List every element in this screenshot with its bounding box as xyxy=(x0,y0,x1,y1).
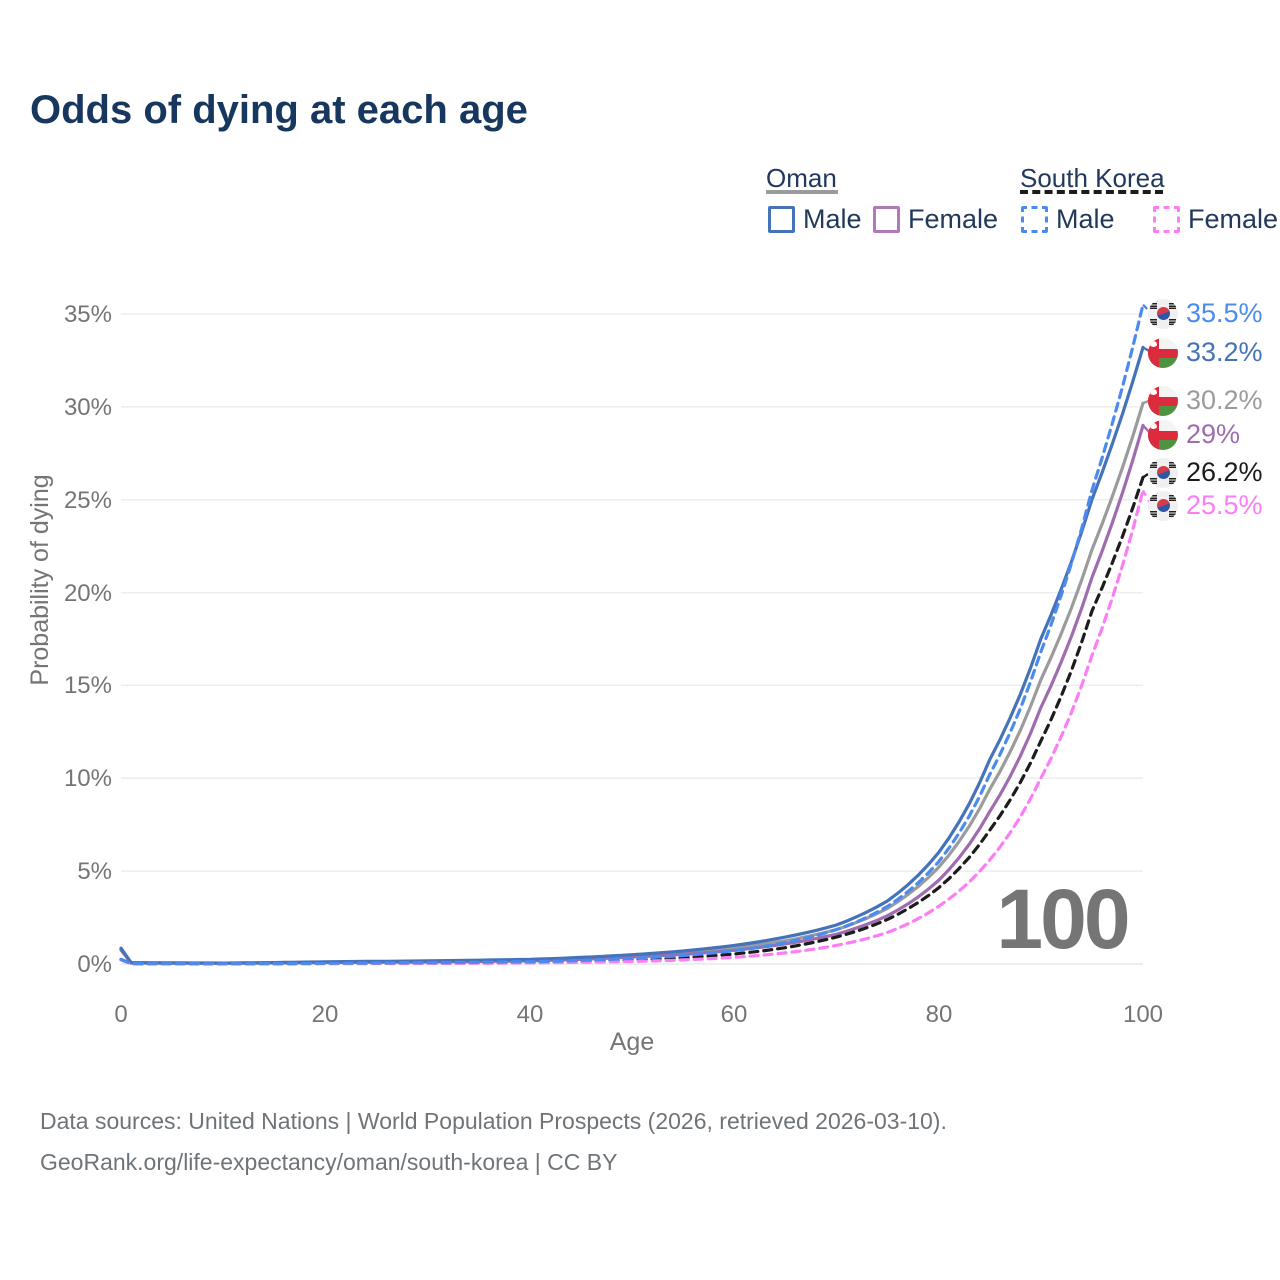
y-tick-label: 30% xyxy=(64,394,112,421)
x-axis: 0 20 40 60 80 100 Age xyxy=(114,1001,1163,1056)
end-label-south-korea-total: 26.2% xyxy=(1148,457,1263,488)
legend-group-oman-line xyxy=(766,190,838,194)
x-axis-title: Age xyxy=(610,1028,654,1056)
end-value: 33.2% xyxy=(1186,337,1263,367)
end-label-south-korea-female: 25.5% xyxy=(1148,490,1263,521)
end-label-south-korea-male: 35.5% xyxy=(1148,298,1263,329)
legend-label-oman-female[interactable]: Female xyxy=(908,204,999,234)
oman-flag-icon xyxy=(1148,419,1178,450)
oman-flag-icon xyxy=(1148,337,1178,368)
y-tick-label: 10% xyxy=(64,765,112,792)
curve-south-korea-total xyxy=(119,475,1145,966)
x-tick-label: 60 xyxy=(721,1001,748,1028)
south-korea-flag-icon xyxy=(1148,298,1178,329)
end-value: 26.2% xyxy=(1186,457,1263,487)
legend-label-oman-male[interactable]: Male xyxy=(803,204,862,234)
legend-swatch-oman-female[interactable] xyxy=(873,206,900,233)
x-tick-label: 40 xyxy=(517,1001,544,1028)
oman-flag-icon xyxy=(1148,385,1178,416)
south-korea-flag-icon xyxy=(1148,457,1178,488)
y-tick-label: 0% xyxy=(77,951,112,978)
y-tick-label: 20% xyxy=(64,580,112,607)
south-korea-flag-icon xyxy=(1148,490,1178,521)
y-axis: 0% 5% 10% 15% 20% 25% 30% 35% Probabilit… xyxy=(26,301,112,978)
end-value: 25.5% xyxy=(1186,490,1263,520)
y-tick-label: 25% xyxy=(64,487,112,514)
x-tick-label: 80 xyxy=(926,1001,953,1028)
curve-oman-total xyxy=(119,401,1145,965)
legend-group-oman: Oman xyxy=(766,163,837,193)
legend-label-south-korea-male[interactable]: Male xyxy=(1056,204,1115,234)
legend-swatch-oman-male[interactable] xyxy=(768,206,795,233)
legend-swatch-south-korea-female[interactable] xyxy=(1153,206,1180,233)
legend-label-south-korea-female[interactable]: Female xyxy=(1188,204,1279,234)
legend-group-south-korea: South Korea xyxy=(1020,163,1165,193)
end-value: 29% xyxy=(1186,419,1241,449)
end-label-oman-total: 30.2% xyxy=(1148,385,1263,416)
end-label-oman-female: 29% xyxy=(1148,419,1240,450)
x-tick-label: 0 xyxy=(114,1001,127,1028)
data-source-note: Data sources: United Nations | World Pop… xyxy=(40,1108,947,1134)
y-axis-title: Probability of dying xyxy=(26,474,54,685)
x-tick-label: 20 xyxy=(312,1001,339,1028)
page-title: Odds of dying at each age xyxy=(30,88,528,132)
attribution-link[interactable]: GeoRank.org/life-expectancy/oman/south-k… xyxy=(40,1149,618,1175)
age-watermark: 100 xyxy=(996,872,1127,966)
end-label-oman-male: 33.2% xyxy=(1148,337,1263,368)
y-tick-label: 5% xyxy=(77,858,112,885)
curve-south-korea-female xyxy=(119,488,1145,966)
legend-swatch-south-korea-male[interactable] xyxy=(1021,206,1048,233)
end-value: 35.5% xyxy=(1186,298,1263,328)
curve-south-korea-male xyxy=(119,303,1145,966)
curve-oman-female xyxy=(119,423,1145,965)
legend-group-south-korea-line xyxy=(1020,190,1163,194)
x-tick-label: 100 xyxy=(1123,1001,1163,1028)
y-tick-label: 15% xyxy=(64,672,112,699)
gridlines xyxy=(121,313,1143,965)
series-curves xyxy=(119,303,1145,966)
end-value: 30.2% xyxy=(1186,385,1263,415)
y-tick-label: 35% xyxy=(64,301,112,328)
